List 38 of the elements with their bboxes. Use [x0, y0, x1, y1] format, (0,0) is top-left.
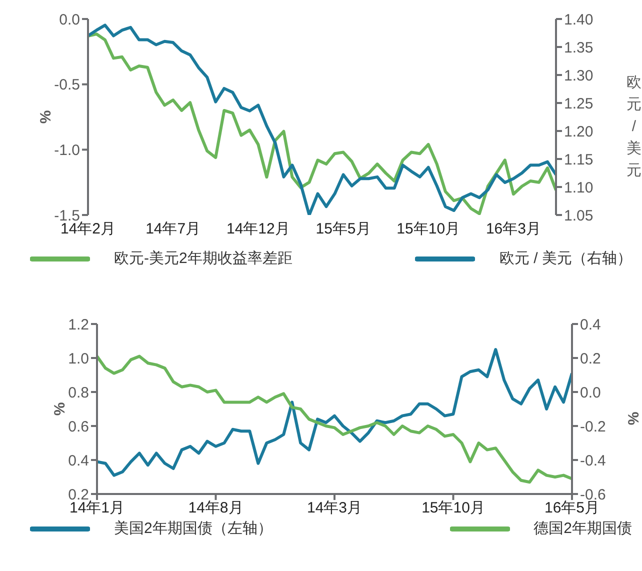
legend-label: 德国2年期国债 [534, 519, 632, 538]
x-tick-label: 15年10月 [396, 220, 460, 238]
y2-tick-label: 0.0 [580, 384, 601, 402]
y-tick-label: 0.0 [59, 11, 80, 28]
y2-tick-label: 1.25 [564, 95, 594, 112]
legend-label: 欧元-美元2年期收益率差距 [114, 249, 292, 268]
y2-tick-label: 1.15 [564, 151, 594, 168]
y2-axis-title: 欧元/美元 [626, 74, 642, 179]
x-tick-label: 16年5月 [544, 500, 600, 517]
x-tick-label: 14年8月 [188, 500, 244, 517]
y2-tick-label: 1.30 [564, 67, 594, 84]
y-axis-title: % [52, 402, 68, 416]
y-axis-title: % [38, 110, 54, 124]
y2-tick-label: 1.40 [564, 11, 594, 28]
x-tick-label: 16年3月 [486, 220, 541, 238]
y-tick-label: 0.8 [68, 384, 89, 402]
y-tick-label: -0.5 [54, 76, 80, 94]
x-tick-label: 14年3月 [306, 500, 362, 517]
x-tick-label: 14年7月 [146, 220, 201, 238]
y2-tick-label: -0.2 [580, 418, 606, 436]
y2-axis-title: % [626, 412, 642, 426]
legend-label: 欧元 / 美元（右轴） [499, 249, 632, 268]
y-tick-label: 0.4 [68, 452, 89, 470]
y2-tick-label: -0.4 [580, 452, 606, 470]
y2-tick-label: 0.2 [580, 350, 601, 368]
x-tick-label: 15年5月 [316, 220, 371, 238]
y2-tick-label: 1.05 [564, 207, 594, 224]
x-tick-label: 14年12月 [226, 220, 290, 238]
y-tick-label: 0.6 [68, 418, 89, 436]
y2-tick-label: 1.35 [564, 39, 594, 56]
y2-tick-label: 0.4 [580, 316, 601, 334]
y2-tick-label: 1.20 [564, 123, 594, 140]
x-tick-label: 15年10月 [422, 500, 485, 517]
y2-tick-label: 1.10 [564, 179, 594, 196]
y-tick-label: 1.0 [68, 350, 89, 368]
legend-label: 美国2年期国债（左轴） [114, 519, 272, 538]
y-tick-label: 1.2 [68, 316, 89, 334]
y-tick-label: -1.0 [54, 142, 80, 159]
